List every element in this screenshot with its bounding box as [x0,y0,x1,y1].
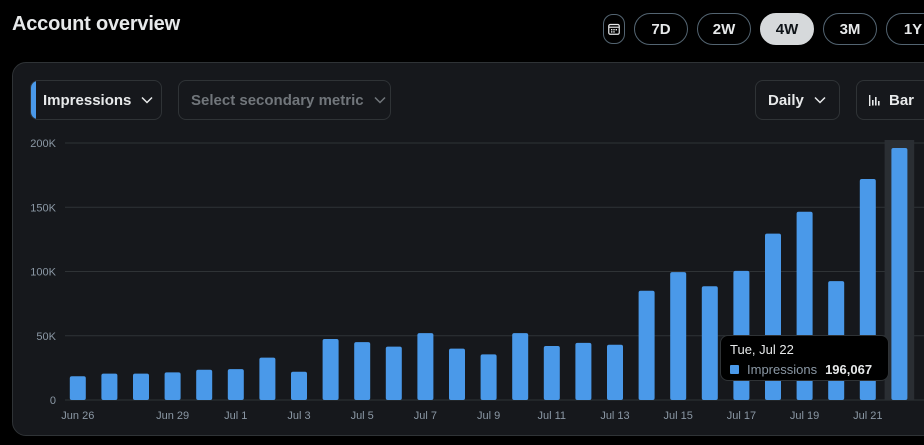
chart-bar [259,357,276,400]
range-button-4w[interactable]: 4W [760,13,814,45]
chart-bar [196,369,213,400]
x-tick-label: Jul 1 [224,410,247,422]
x-tick-label: Jun 29 [156,410,189,422]
calendar-icon [608,23,620,35]
chart-bar [891,148,908,400]
granularity-label: Daily [768,91,804,109]
y-tick-label: 100K [30,267,56,279]
secondary-metric-select[interactable]: Select secondary metric [178,80,391,120]
y-tick-label: 0 [50,395,56,407]
chevron-down-icon [814,96,826,104]
chart-bar [543,346,560,400]
chart-type-label: Bar [889,91,915,109]
chart-type-select[interactable]: Bar [856,80,924,120]
x-tick-label: Jul 5 [351,410,374,422]
tooltip-series-label: Impressions [747,362,818,377]
chart-bar [575,342,592,400]
chart-panel: Impressions Select secondary metric Dail… [12,62,924,436]
chart-bar [385,346,402,400]
primary-metric-select[interactable]: Impressions [30,80,162,120]
chart-bar [164,372,181,400]
range-button-1y[interactable]: 1Y [886,13,924,45]
x-tick-label: Jul 17 [727,410,756,422]
y-tick-label: 150K [30,202,56,214]
tooltip-date: Tue, Jul 22 [730,342,794,357]
range-button-2w[interactable]: 2W [697,13,751,45]
x-tick-label: Jul 3 [287,410,310,422]
chart-bar [291,371,307,400]
y-tick-label: 50K [36,331,56,343]
impressions-bar-chart: 0 50K 100K 150K 200K Jun 26 Jun 29 Jul 1 Jul 3 Ju… [30,138,924,422]
x-tick-label: Jul 13 [600,410,629,422]
x-tick-label: Jul 11 [538,410,567,422]
chart-bar [101,373,118,400]
chart-bar [449,348,465,400]
chevron-down-icon [141,96,153,104]
range-button-7d[interactable]: 7D [634,13,688,45]
chart-bar [69,376,86,400]
bar-chart-icon [869,94,880,106]
x-tick-label: Jul 21 [853,410,882,422]
calendar-button[interactable] [603,14,625,44]
secondary-metric-placeholder: Select secondary metric [191,91,364,109]
x-tick-label: Jul 15 [664,410,693,422]
tooltip-value: 196,067 [825,362,873,377]
chart-bar [354,342,371,400]
x-tick-label: Jul 9 [477,410,500,422]
x-tick-label: Jul 19 [790,410,819,422]
chart-bar [638,290,655,400]
chart-bar [607,344,623,400]
chart-bar [701,286,718,400]
chart-bar [227,369,244,400]
x-tick-label: Jul 7 [414,410,437,422]
chart-bar [512,333,529,400]
chart-bar [480,354,497,400]
series-color-indicator [31,81,36,119]
chart-bar [670,272,687,400]
chart-bar [417,333,434,400]
chart-bar [322,338,339,400]
granularity-select[interactable]: Daily [755,80,840,120]
page-title: Account overview [12,13,180,35]
chart-bar [133,373,149,400]
primary-metric-label: Impressions [43,91,132,109]
tooltip-series-swatch [730,365,739,374]
date-range-selector: 7D 2W 4W 3M 1Y [603,13,924,45]
range-button-3m[interactable]: 3M [823,13,877,45]
y-tick-label: 200K [30,138,56,150]
x-tick-label: Jun 26 [61,410,94,422]
chevron-down-icon [374,96,386,104]
chart-tooltip: Tue, Jul 22 Impressions 196,067 [720,335,889,381]
